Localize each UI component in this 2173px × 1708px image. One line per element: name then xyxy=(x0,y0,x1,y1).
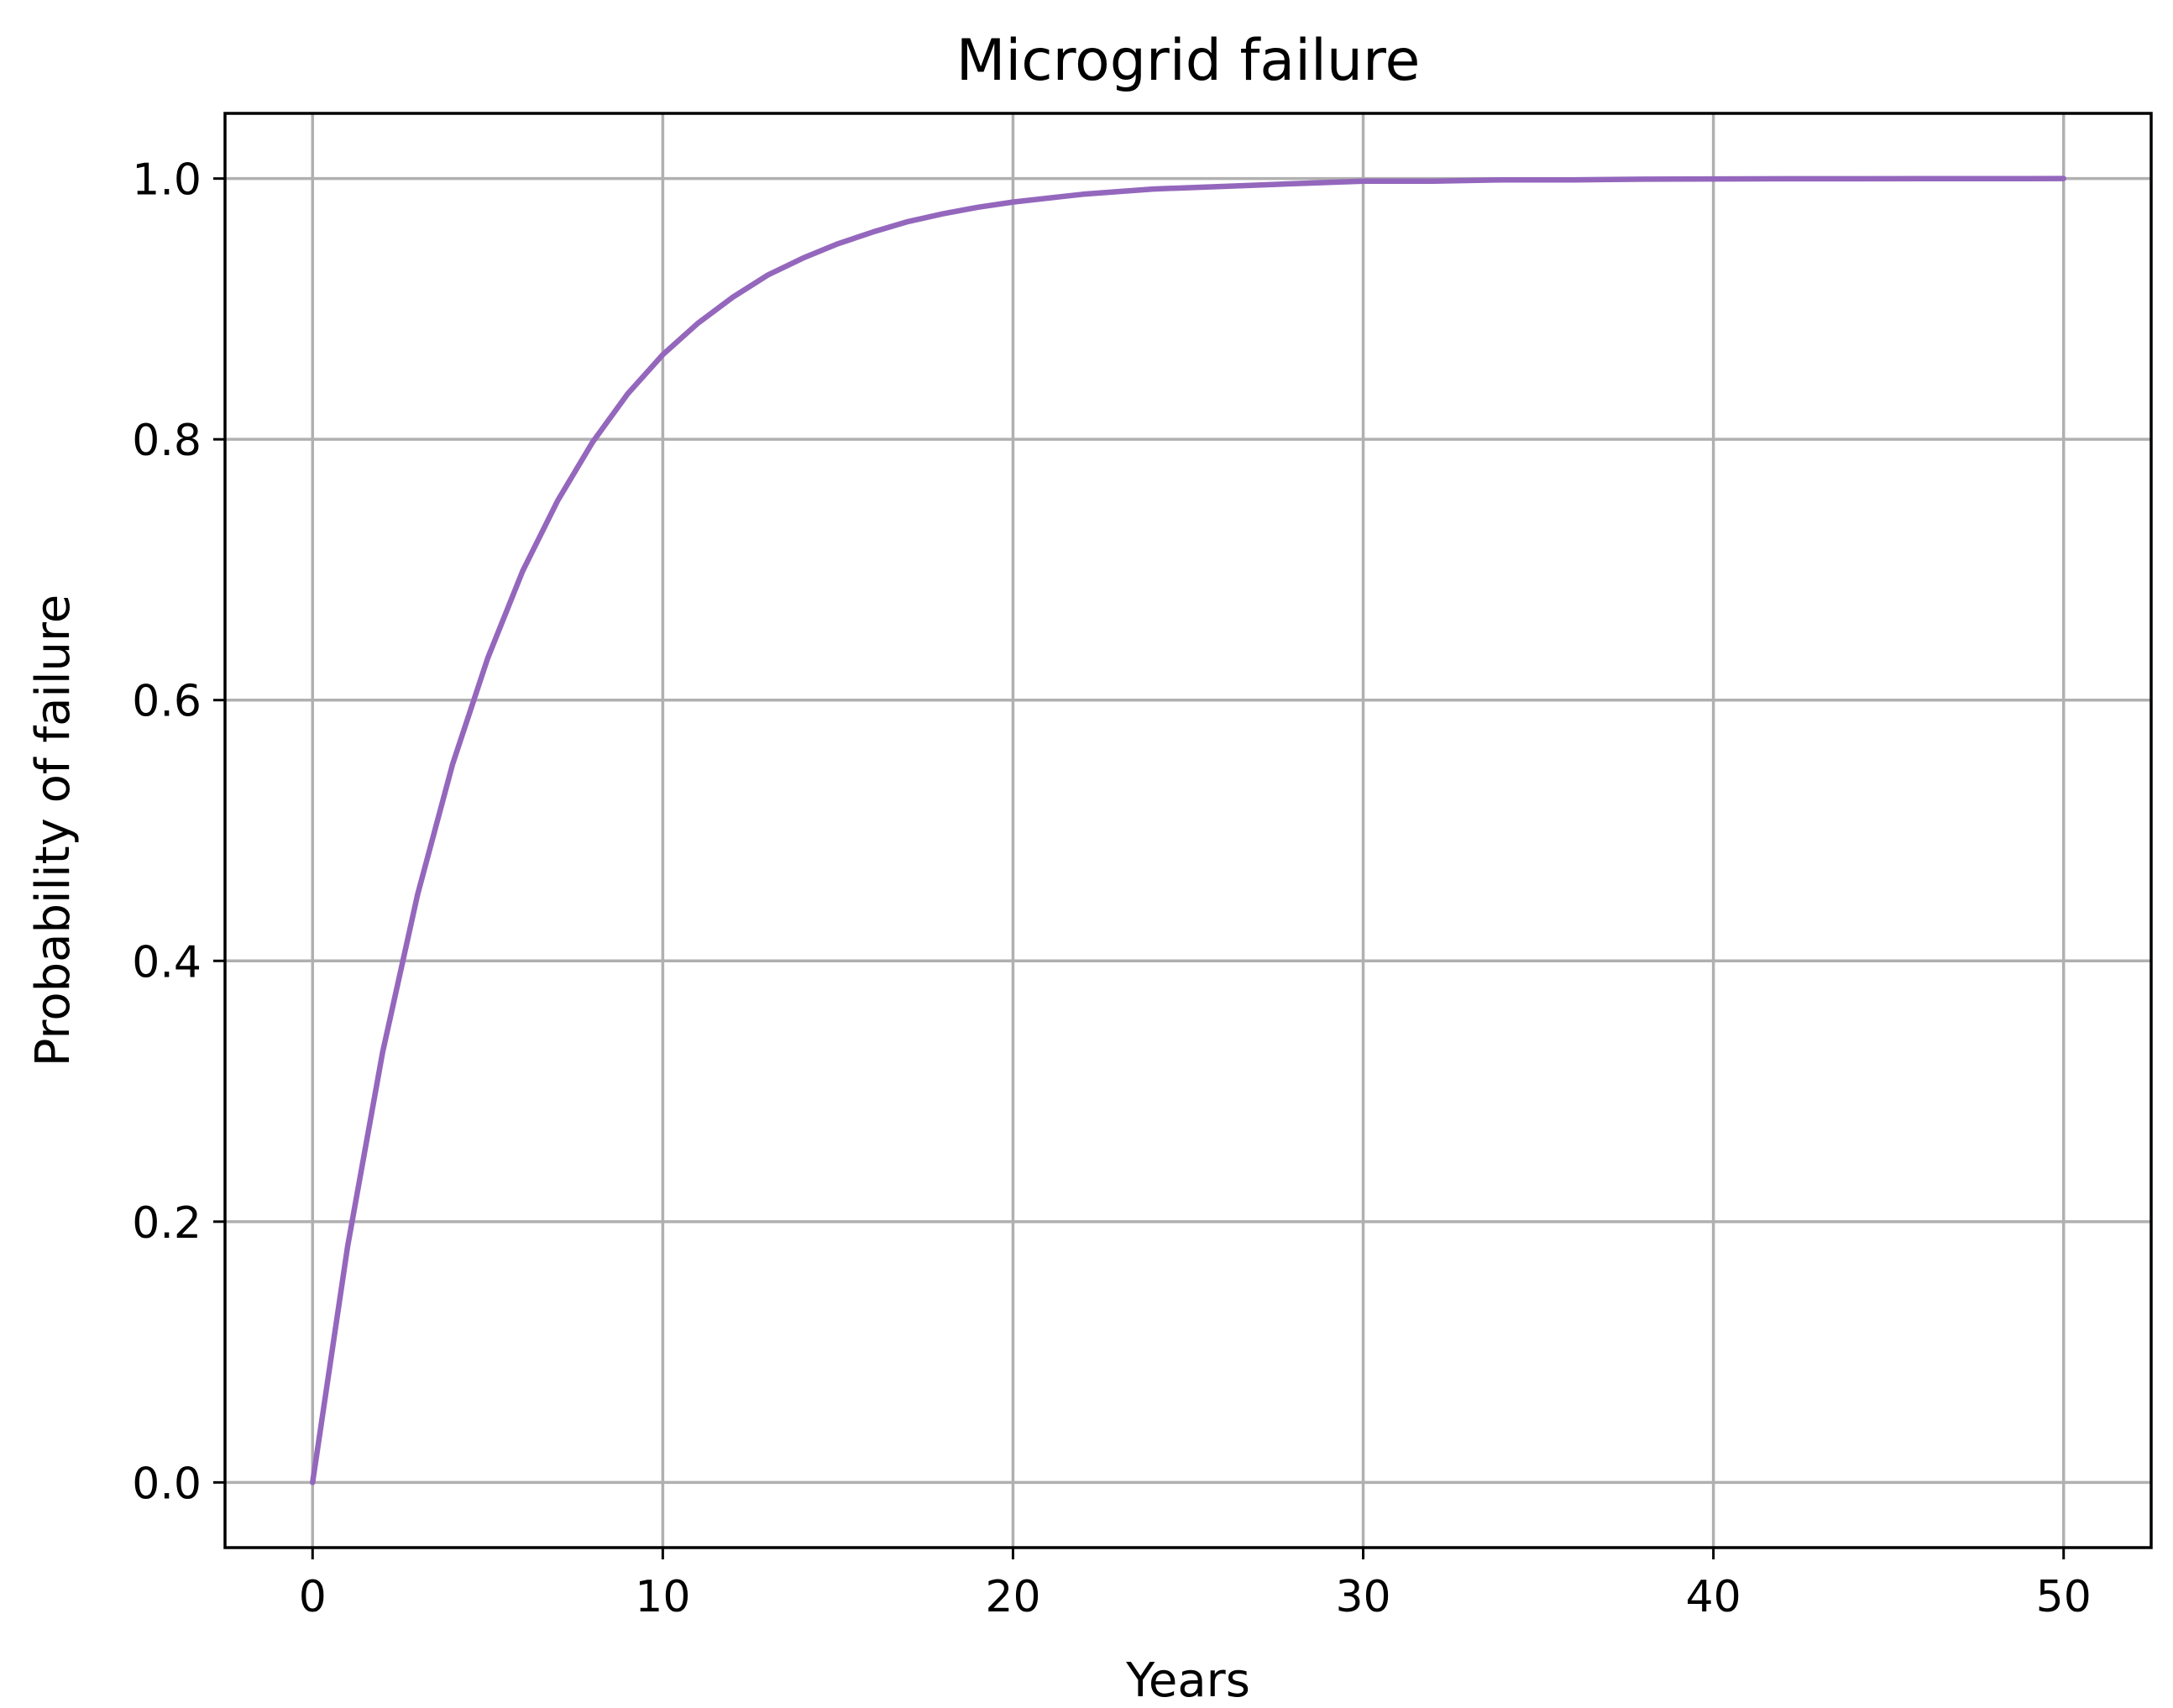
grid-lines xyxy=(225,113,2151,1548)
y-tick-label: 0.4 xyxy=(132,937,202,988)
series-group xyxy=(310,176,2066,1485)
plot-frame xyxy=(223,112,2153,1549)
chart-title: Microgrid failure xyxy=(956,28,1421,94)
x-tick-label: 0 xyxy=(299,1572,327,1622)
y-tick-label: 1.0 xyxy=(132,155,202,206)
x-tick-label: 40 xyxy=(1686,1572,1741,1622)
x-axis-title: Years xyxy=(1125,1653,1250,1708)
x-axis: 0 10 20 30 40 50 xyxy=(299,1548,2092,1622)
y-tick-label: 0.2 xyxy=(132,1198,202,1249)
series-line xyxy=(310,176,2066,1485)
x-tick-label: 10 xyxy=(635,1572,690,1622)
y-tick-label: 0.8 xyxy=(132,416,202,466)
y-axis-title: Probability of failure xyxy=(26,595,81,1067)
y-axis: 0.0 0.2 0.4 0.6 0.8 1.0 xyxy=(132,155,225,1509)
y-tick-label: 0.0 xyxy=(132,1459,202,1509)
x-tick-label: 20 xyxy=(985,1572,1040,1622)
x-tick-label: 30 xyxy=(1335,1572,1390,1622)
y-tick-label: 0.6 xyxy=(132,677,202,727)
x-tick-label: 50 xyxy=(2036,1572,2092,1622)
